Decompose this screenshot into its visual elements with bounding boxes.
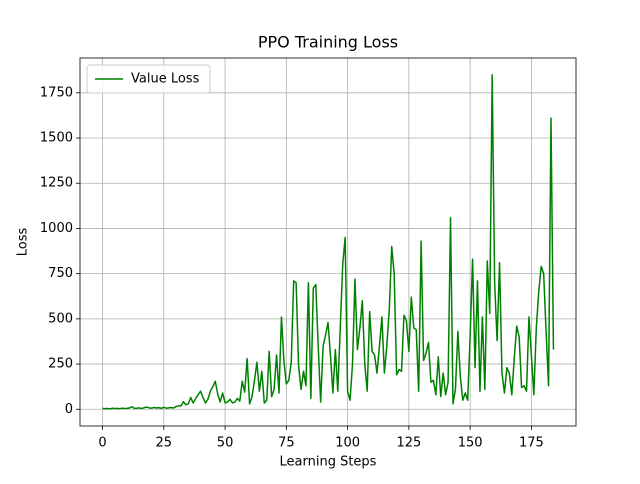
y-tick-label: 1000 [40,221,73,236]
y-tick-label: 1750 [40,85,73,100]
x-tick-label: 0 [98,436,106,451]
y-tick-label: 500 [48,311,73,326]
legend-label: Value Loss [131,72,200,87]
x-axis-label: Learning Steps [280,455,377,470]
line-series [102,73,555,410]
legend-box [86,64,211,94]
y-axis-label: Loss [16,228,31,257]
plot-frame [79,57,577,427]
x-tick-label: 25 [156,436,173,451]
x-tick-label: 125 [396,436,421,451]
x-tick-label: 100 [335,436,360,451]
y-tick-label: 750 [48,266,73,281]
x-tick-label: 75 [278,436,295,451]
chart-title: PPO Training Loss [258,33,398,52]
y-tick-label: 1500 [40,131,73,146]
y-tick-label: 0 [65,402,73,417]
y-tick-label: 250 [48,357,73,372]
y-tick-label: 1250 [40,176,73,191]
x-tick-label: 175 [519,436,544,451]
x-tick-label: 50 [217,436,234,451]
x-tick-label: 150 [458,436,483,451]
